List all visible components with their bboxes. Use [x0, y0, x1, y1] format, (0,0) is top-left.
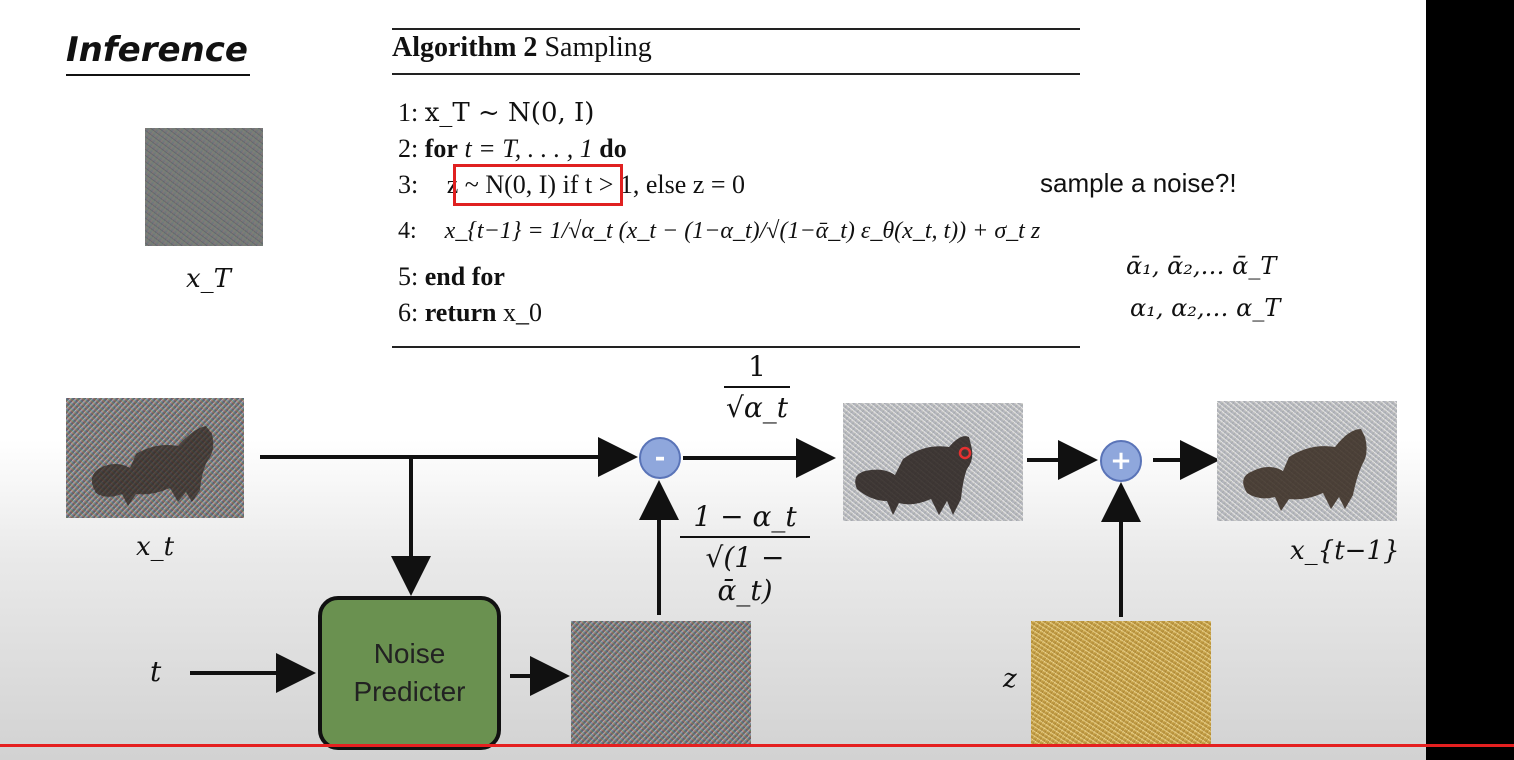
coef-numerator: 1 − α_t	[680, 500, 810, 533]
xt-label: x_t	[136, 532, 174, 562]
z-label: z	[1003, 664, 1017, 694]
subtract-operator: -	[639, 437, 681, 479]
add-operator: +	[1100, 440, 1142, 482]
fraction-bar	[724, 386, 790, 388]
coef-denominator: √(1 − ᾱ_t)	[680, 541, 810, 607]
cat-silhouette	[843, 403, 1023, 521]
fraction-bar	[680, 536, 810, 538]
cat-silhouette	[1217, 401, 1397, 521]
z-noise-image	[1031, 621, 1211, 744]
right-black-bar	[1426, 0, 1514, 760]
scale-fraction: 1 √α_t	[724, 350, 790, 424]
slide-canvas: Inference Algorithm 2 Sampling 1: x_T ~ …	[0, 0, 1426, 760]
coef-fraction: 1 − α_t √(1 − ᾱ_t)	[680, 500, 810, 607]
predicted-noise-image	[571, 621, 751, 746]
scale-denominator: √α_t	[724, 391, 790, 424]
progress-line	[0, 744, 1514, 747]
scale-numerator: 1	[724, 350, 790, 383]
cat-silhouette	[66, 398, 244, 518]
output-image	[1217, 401, 1397, 521]
denoised-image	[843, 403, 1023, 521]
t-label: t	[150, 655, 161, 688]
noise-predicter-line1: Noise	[374, 635, 446, 673]
xt-noisy-image	[66, 398, 244, 518]
noise-predicter-box: Noise Predicter	[318, 596, 501, 750]
noise-predicter-line2: Predicter	[353, 673, 465, 711]
x-t-minus-1-label: x_{t−1}	[1290, 536, 1400, 566]
